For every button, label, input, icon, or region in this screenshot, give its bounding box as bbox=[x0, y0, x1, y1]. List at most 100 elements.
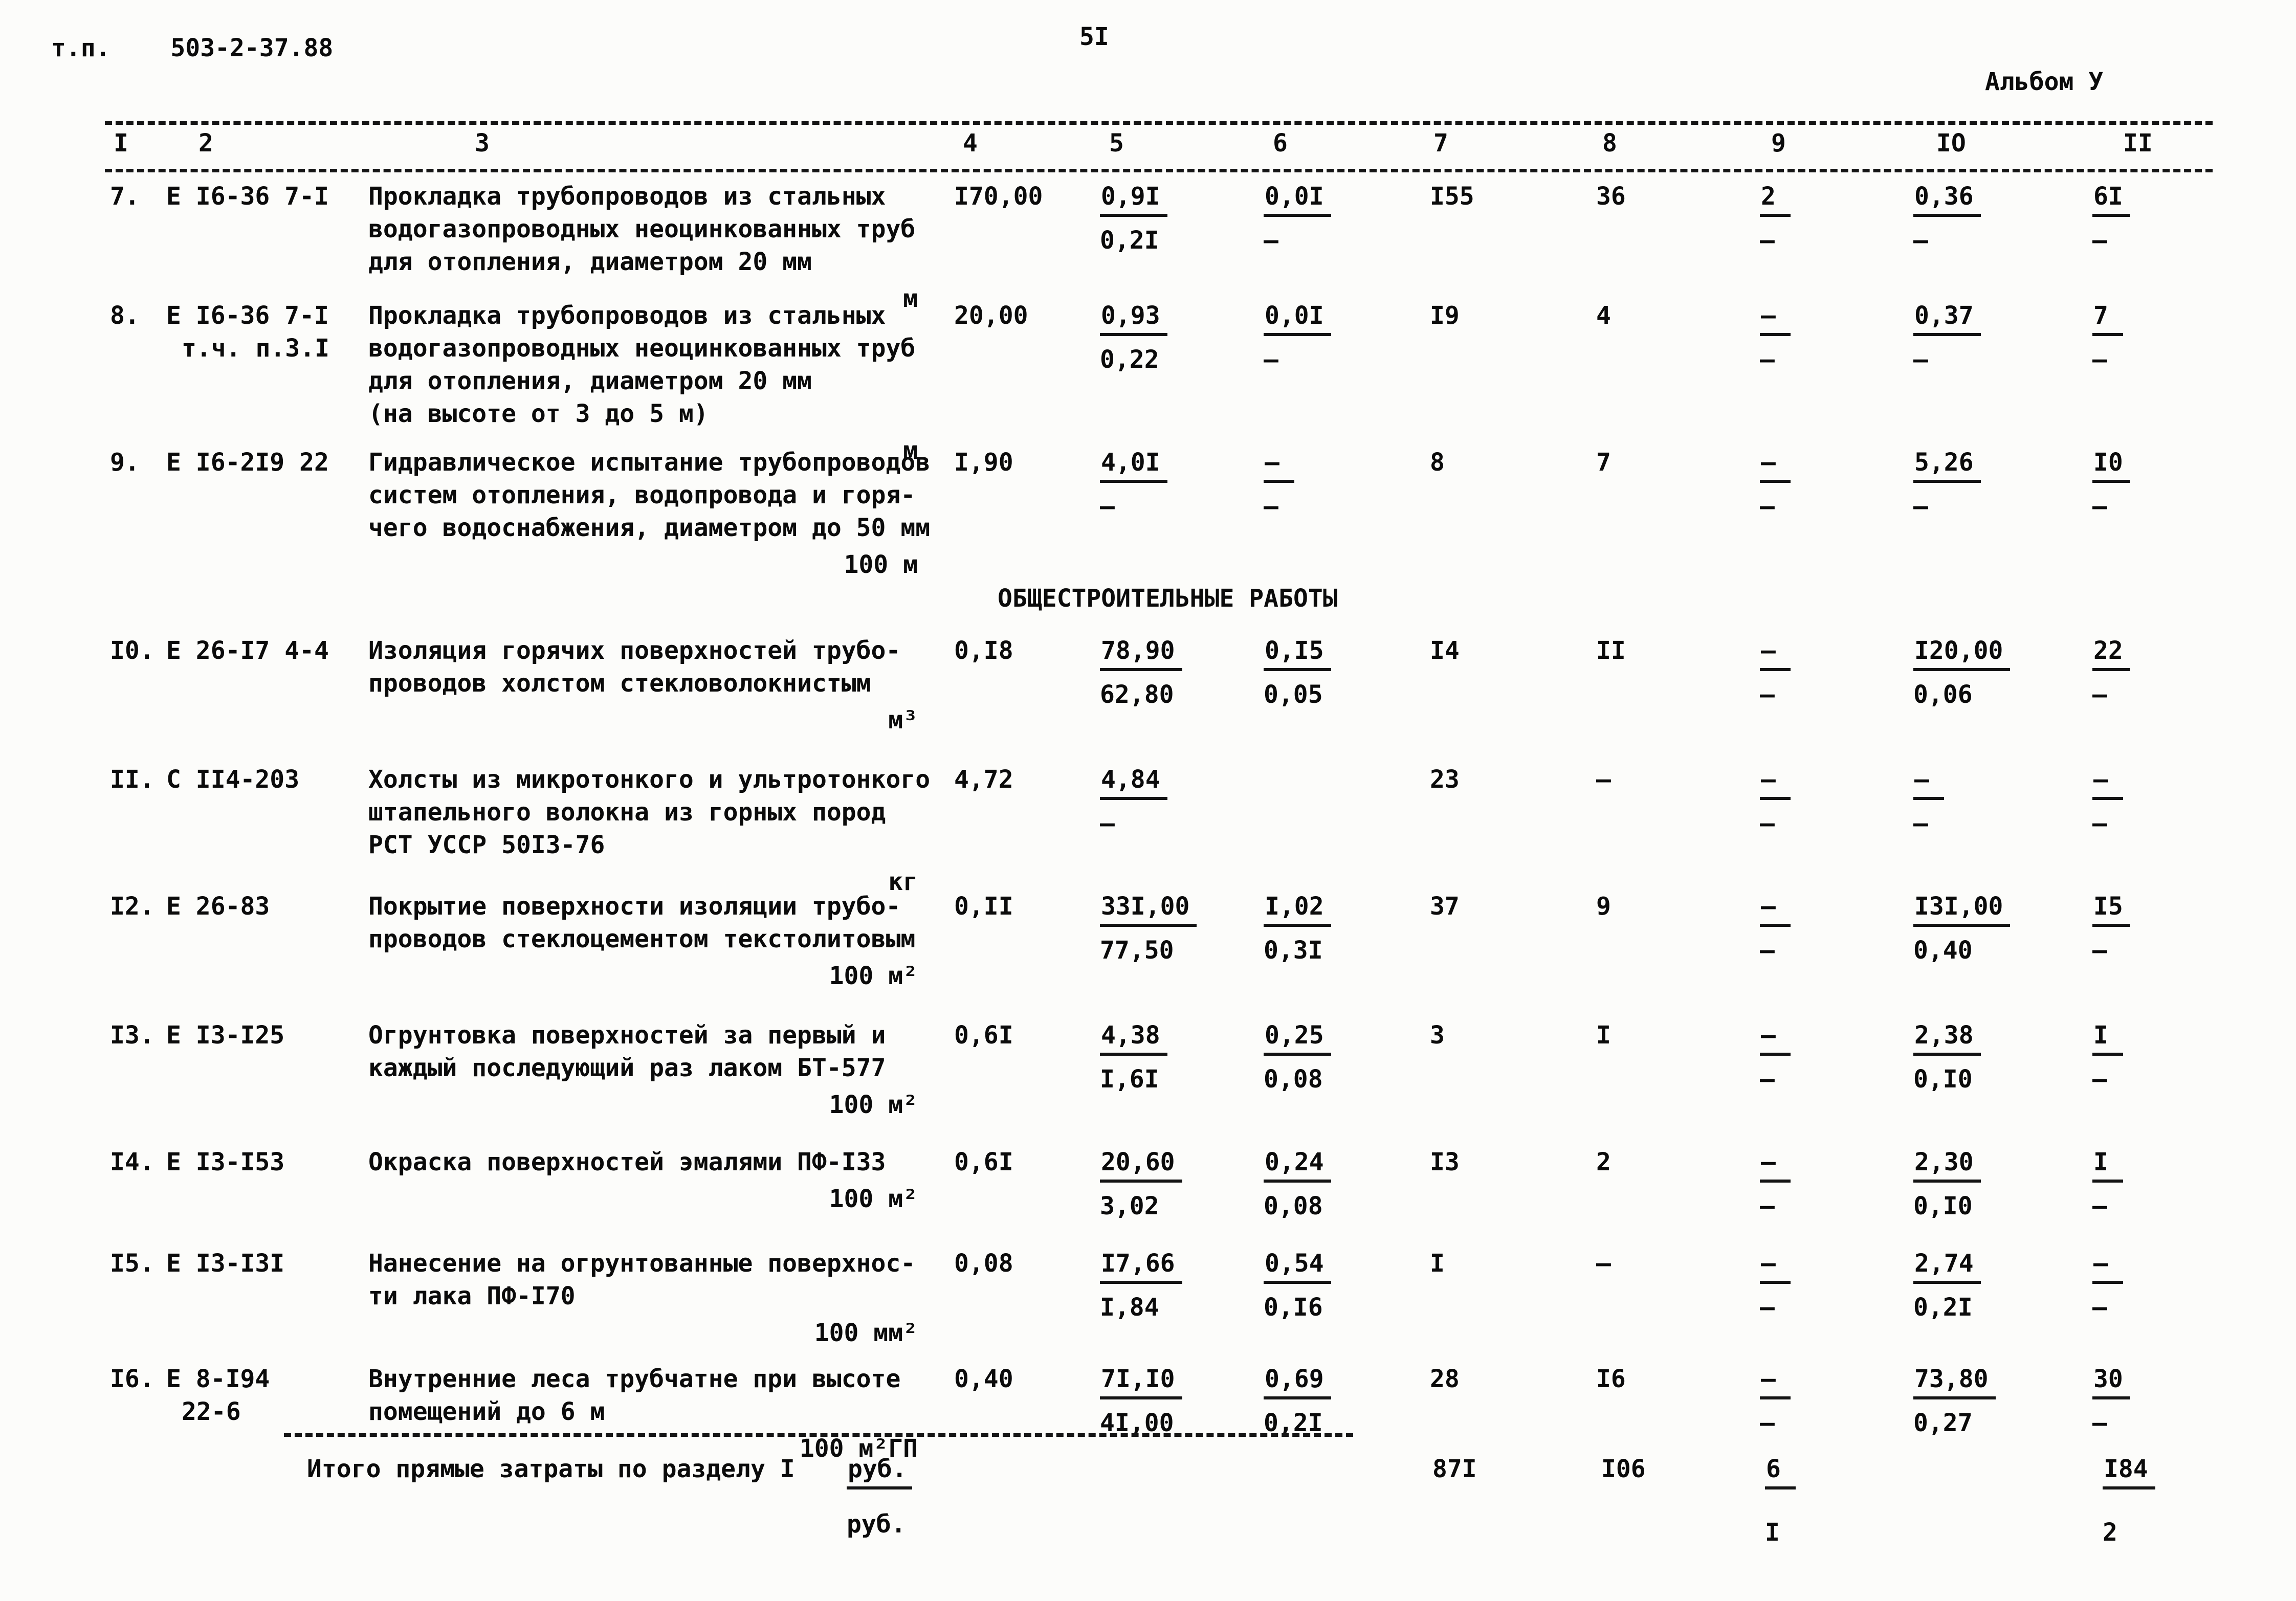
column-header-5: 5 bbox=[1109, 129, 1124, 158]
cell-col10: 0,37 – bbox=[1913, 299, 1981, 376]
cell-col5: 4,0I – bbox=[1100, 446, 1167, 523]
work-description: Изоляция горячих поверхностей трубо-пров… bbox=[368, 634, 931, 737]
cell-col9: – – bbox=[1760, 763, 1791, 840]
totals-col7: 87I bbox=[1432, 1455, 1477, 1483]
cell-col6-bottom: 0,05 bbox=[1264, 680, 1323, 709]
cell-col10-top: 2,38 bbox=[1913, 1019, 1981, 1056]
cell-quantity: 0,40 bbox=[954, 1365, 1013, 1393]
row-number: I5. bbox=[110, 1249, 154, 1278]
dashed-rule-under-headers bbox=[105, 169, 2213, 172]
norm-code-line: 22-6 bbox=[182, 1397, 241, 1426]
cell-col9: 2– bbox=[1760, 180, 1791, 257]
cell-col5: 0,93 0,22 bbox=[1100, 299, 1167, 376]
cell-col5-bottom: 0,2I bbox=[1100, 226, 1159, 255]
cell-col11: – – bbox=[2092, 763, 2123, 840]
cell-col9-top: – bbox=[1760, 763, 1791, 800]
norm-code-line: С II4-203 bbox=[166, 765, 300, 794]
cell-col8: 36 bbox=[1596, 182, 1626, 211]
cell-col9-bottom: – bbox=[1760, 936, 1775, 965]
row-number: I0. bbox=[110, 636, 154, 665]
cell-col6-top: 0,0I bbox=[1264, 180, 1331, 217]
cell-col9-top: – bbox=[1760, 1146, 1791, 1183]
cell-col6: I,02 0,3I bbox=[1264, 890, 1331, 967]
cell-col9-bottom: – bbox=[1760, 345, 1775, 374]
cell-col9-bottom: – bbox=[1760, 492, 1775, 521]
cell-col6-bottom: – bbox=[1264, 492, 1278, 521]
totals-col11-top: I84 bbox=[2103, 1453, 2155, 1489]
cell-col10-top: I3I,00 bbox=[1913, 890, 2011, 927]
cell-col11-bottom: – bbox=[2092, 680, 2107, 709]
cell-col11-bottom: – bbox=[2092, 1192, 2107, 1220]
norm-code: Е 8-I94 22-6 bbox=[166, 1363, 270, 1428]
cell-col11-top: – bbox=[2092, 1247, 2123, 1284]
cell-col11-top: 30 bbox=[2092, 1363, 2130, 1399]
cell-col11: 7– bbox=[2092, 299, 2123, 376]
cell-col6-top: 0,25 bbox=[1264, 1019, 1331, 1056]
cell-col11-bottom: – bbox=[2092, 345, 2107, 374]
cell-col9-top: – bbox=[1760, 634, 1791, 671]
cell-quantity: 0,I8 bbox=[954, 636, 1013, 665]
cell-col6: 0,I5 0,05 bbox=[1264, 634, 1331, 711]
work-description-line: каждый последующий раз лаком БТ-577 bbox=[368, 1054, 886, 1082]
cell-col7: I bbox=[1430, 1249, 1445, 1278]
work-description-line: водогазопроводных неоцинкованных труб bbox=[368, 215, 916, 243]
cell-col10-top: 5,26 bbox=[1913, 446, 1981, 483]
cell-col5: 4,38 I,6I bbox=[1100, 1019, 1167, 1096]
cell-col6: 0,54 0,I6 bbox=[1264, 1247, 1331, 1324]
cell-col5: 20,60 3,02 bbox=[1100, 1146, 1182, 1222]
totals-unit-bottom: руб. bbox=[847, 1510, 906, 1539]
cell-col10: – – bbox=[1913, 763, 1944, 840]
column-header-7: 7 bbox=[1433, 129, 1448, 158]
cell-col9-top: – bbox=[1760, 299, 1791, 336]
norm-code: Е 26-83 bbox=[166, 890, 270, 923]
cell-quantity: I70,00 bbox=[954, 182, 1043, 211]
totals-col11-bottom: 2 bbox=[2103, 1518, 2117, 1547]
cell-col11: I – bbox=[2092, 1146, 2123, 1222]
cell-col9-bottom: – bbox=[1760, 809, 1775, 838]
cell-col11-bottom: – bbox=[2092, 936, 2107, 965]
column-header-row: I 2 3 4 5 6 7 8 9 IO II bbox=[0, 127, 2296, 160]
work-description: Гидравлическое испытание трубопроводов си… bbox=[368, 446, 931, 581]
totals-col8: I06 bbox=[1601, 1455, 1646, 1483]
norm-code-line: Е I6-36 7-I bbox=[166, 301, 329, 330]
column-header-2: 2 bbox=[198, 129, 213, 158]
cell-col7: 8 bbox=[1430, 448, 1445, 477]
cell-col10-bottom: 0,40 bbox=[1913, 936, 1973, 965]
cell-col5-bottom: 62,80 bbox=[1100, 680, 1174, 709]
cell-col10: 2,30 0,I0 bbox=[1913, 1146, 1981, 1222]
cell-col9: – – bbox=[1760, 890, 1791, 967]
cell-col9: – – bbox=[1760, 299, 1791, 376]
cell-col10-bottom: 0,2I bbox=[1913, 1293, 1973, 1322]
cell-col6-top: I,02 bbox=[1264, 890, 1331, 927]
cell-col6-top: 0,I5 bbox=[1264, 634, 1331, 671]
cell-col9-top: – bbox=[1760, 1019, 1791, 1056]
unit-of-measure: 100 м² bbox=[829, 1091, 918, 1119]
work-description-line: Огрунтовка поверхностей за первый и bbox=[368, 1021, 886, 1050]
work-description: Нанесение на огрунтованные поверхнос-ти … bbox=[368, 1247, 931, 1349]
row-number: 9. bbox=[110, 448, 140, 477]
dashed-rule-top bbox=[105, 121, 2213, 125]
cell-col8: II bbox=[1596, 636, 1626, 665]
cell-col7: 23 bbox=[1430, 765, 1460, 794]
cell-col10-bottom: 0,I0 bbox=[1913, 1192, 1973, 1220]
cell-col5: 4,84 – bbox=[1100, 763, 1167, 840]
norm-code: Е I3-I25 bbox=[166, 1019, 284, 1052]
cell-col11-top: I bbox=[2092, 1019, 2123, 1056]
cell-col10: I20,00 0,06 bbox=[1913, 634, 2011, 711]
norm-code: Е I6-36 7-I т.ч. п.3.I bbox=[166, 299, 329, 365]
work-description-line: штапельного волокна из горных пород bbox=[368, 798, 886, 827]
column-header-10: IO bbox=[1936, 129, 1966, 158]
column-header-9: 9 bbox=[1771, 129, 1786, 158]
unit-of-measure: 100 мм² bbox=[814, 1319, 918, 1347]
column-header-4: 4 bbox=[963, 129, 978, 158]
cell-col11-top: 7 bbox=[2092, 299, 2123, 336]
work-description-line: ти лака ПФ-I70 bbox=[368, 1282, 576, 1310]
cell-col5: 7I,I0 4I,00 bbox=[1100, 1363, 1182, 1439]
cell-col6-top: 0,0I bbox=[1264, 299, 1331, 336]
cell-col9-bottom: – bbox=[1760, 1065, 1775, 1094]
work-description-line: для отопления, диаметром 20 мм bbox=[368, 367, 812, 395]
work-description: Огрунтовка поверхностей за первый и кажды… bbox=[368, 1019, 931, 1121]
cell-col11-bottom: – bbox=[2092, 492, 2107, 521]
cell-col5-bottom: 0,22 bbox=[1100, 345, 1159, 374]
